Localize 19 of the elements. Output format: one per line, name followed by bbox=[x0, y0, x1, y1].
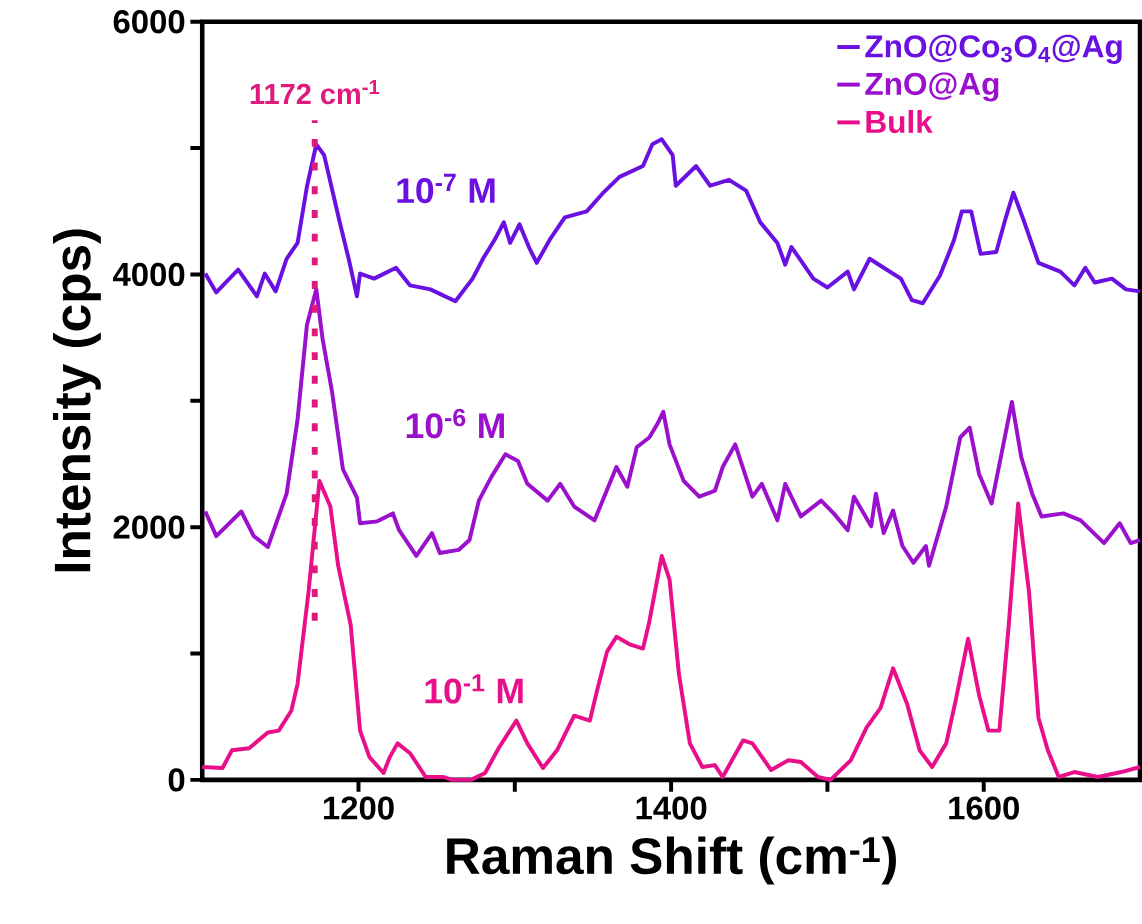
legend-label: ZnO@Co$_{3}$O$_{4}$@Ag bbox=[865, 34, 1122, 64]
annotation: 10$^{-6}$ M bbox=[406, 408, 504, 439]
legend-label: ZnO@Ag bbox=[865, 72, 999, 102]
annotation: 10$^{-1}$ M bbox=[425, 674, 523, 704]
x-tick-label: 1400 bbox=[636, 796, 707, 820]
y-tick-label: 2000 bbox=[113, 515, 185, 539]
x-axis-title: Raman Shift (cm$^{-1}$) bbox=[447, 836, 896, 885]
y-tick-label: 4000 bbox=[112, 262, 185, 287]
line-series bbox=[203, 137, 1142, 306]
x-tick-label: 1200 bbox=[323, 796, 394, 820]
x-tick-label: 1600 bbox=[949, 796, 1019, 820]
line-series bbox=[203, 287, 1142, 568]
line-series bbox=[200, 478, 1142, 782]
y-axis-title: Intensity (cps) bbox=[52, 229, 101, 572]
y-tick-label: 6000 bbox=[113, 10, 185, 34]
ref-line-label: 1172 cm$^{-1}$ bbox=[250, 80, 380, 105]
y-tick-label: 0 bbox=[168, 768, 185, 792]
annotation: 10$^{-7}$ M bbox=[397, 173, 495, 204]
legend-label: Bulk bbox=[866, 109, 933, 134]
